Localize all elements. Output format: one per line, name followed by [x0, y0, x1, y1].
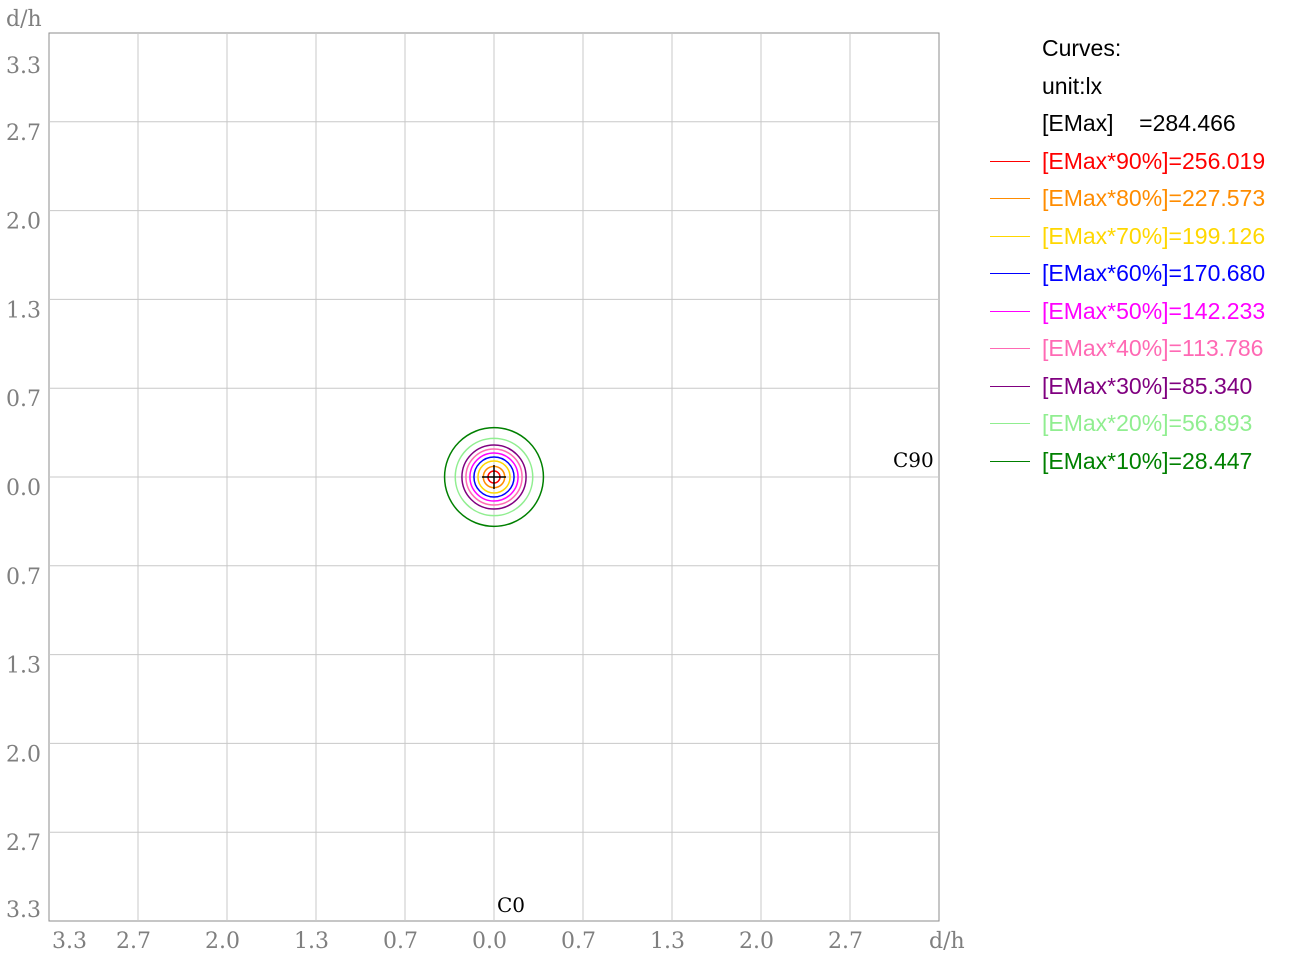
legend-series: [EMax*90%]=256.019 [EMax*80%]=227.573 [EMa… — [985, 146, 1310, 484]
legend-label: [EMax*50%]=142.233 — [1042, 297, 1266, 324]
y-tick-label: 1.3 — [6, 654, 41, 679]
x-tick-label: 0.7 — [383, 929, 418, 953]
x-tick-label: 3.3 — [52, 929, 87, 953]
legend-item: [EMax*80%]=227.573 — [985, 183, 1310, 221]
legend-item: [EMax*40%]=113.786 — [985, 333, 1310, 371]
x-axis-unit: d/h — [929, 929, 965, 953]
legend-emax-row: [EMax] =284.466 — [985, 108, 1310, 146]
x-tick-label: 2.7 — [828, 929, 863, 953]
legend-label: [EMax*80%]=227.573 — [1042, 185, 1266, 211]
legend-item: [EMax*50%]=142.233 — [985, 296, 1310, 334]
legend-label: [EMax*30%]=85.340 — [1042, 372, 1253, 399]
legend-label: [EMax*60%]=170.680 — [1042, 260, 1266, 286]
legend-unit-row: unit:lx — [985, 71, 1310, 109]
legend-item: [EMax*60%]=170.680 — [985, 258, 1310, 296]
contour-curve-3 — [477, 460, 511, 494]
legend-swatch — [990, 198, 1030, 199]
contour-curve-7 — [461, 444, 527, 510]
legend-label: [EMax*10%]=28.447 — [1042, 447, 1253, 474]
x-tick-label: 2.0 — [205, 929, 240, 953]
tick-labels: 3.3 2.7 2.0 1.3 0.7 0.0 0.7 1.3 2.0 2.7 3.3 3.3 2.7 2… — [6, 54, 863, 953]
x-tick-label: 2.7 — [116, 929, 151, 953]
x-tick-label: 1.3 — [294, 929, 329, 953]
legend-item: [EMax*20%]=56.893 — [985, 408, 1310, 446]
legend-title: Curves: — [1042, 35, 1122, 61]
legend-swatch — [990, 348, 1030, 349]
y-tick-label: 0.0 — [6, 476, 41, 501]
y-tick-label: 0.7 — [6, 387, 41, 412]
legend-item: [EMax*30%]=85.340 — [985, 371, 1310, 409]
legend-swatch — [990, 235, 1030, 237]
legend-emax: [EMax] =284.466 — [1042, 110, 1236, 136]
y-tick-label: 2.7 — [6, 831, 41, 856]
x-tick-label: 0.7 — [561, 929, 596, 953]
center-crosshair — [482, 465, 506, 489]
legend-label: [EMax*40%]=113.786 — [1042, 335, 1264, 361]
y-tick-label: 2.7 — [6, 121, 41, 146]
legend-title-row: Curves: — [985, 33, 1310, 71]
y-tick-label: 2.0 — [6, 742, 41, 767]
legend-swatch — [990, 310, 1030, 312]
legend-unit: unit:lx — [1042, 72, 1103, 99]
y-tick-label: 0.7 — [6, 565, 41, 590]
legend-swatch — [990, 423, 1030, 424]
x-tick-label: 2.0 — [739, 929, 774, 953]
legend: Curves: unit:lx [EMax] =284.466 [EMax*90… — [985, 33, 1310, 483]
y-tick-label: 3.3 — [6, 898, 41, 923]
contour-curve-8 — [454, 437, 534, 517]
legend-label: [EMax*70%]=199.126 — [1042, 222, 1266, 249]
legend-swatch — [990, 460, 1030, 462]
legend-label: [EMax*20%]=56.893 — [1042, 410, 1253, 436]
y-tick-label: 2.0 — [6, 210, 41, 235]
contour-curve-9 — [443, 426, 545, 528]
contour-curve-6 — [465, 448, 523, 506]
legend-swatch — [990, 273, 1030, 274]
y-tick-label: 1.3 — [6, 298, 41, 323]
c0-label: C0 — [497, 893, 525, 917]
y-tick-label: 3.3 — [6, 54, 41, 79]
contour-curve-4 — [473, 456, 515, 498]
legend-label: [EMax*90%]=256.019 — [1042, 147, 1266, 174]
x-tick-label: 0.0 — [472, 929, 507, 953]
legend-item: [EMax*70%]=199.126 — [985, 221, 1310, 259]
c90-label: C90 — [893, 448, 934, 472]
contour-curve-5 — [469, 452, 519, 502]
legend-swatch — [990, 385, 1030, 387]
legend-item: [EMax*90%]=256.019 — [985, 146, 1310, 184]
legend-swatch — [990, 160, 1030, 162]
legend-item: [EMax*10%]=28.447 — [985, 446, 1310, 484]
y-axis-unit: d/h — [6, 7, 42, 32]
x-tick-label: 1.3 — [650, 929, 685, 953]
